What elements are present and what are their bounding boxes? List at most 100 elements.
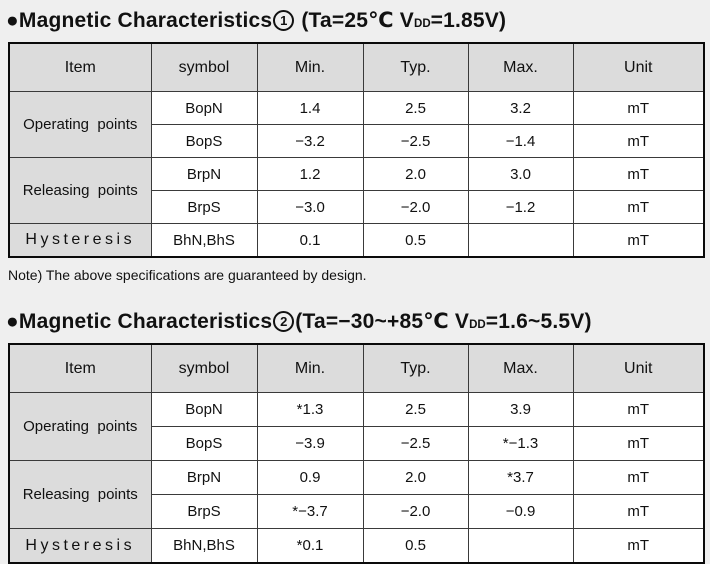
item-label-cell: Operating points: [8, 91, 152, 158]
max-cell: 3.0: [467, 157, 574, 191]
header-item: Item: [8, 42, 152, 92]
header-min: Min.: [256, 42, 364, 92]
min-cell: −3.0: [256, 190, 364, 224]
header-unit: Unit: [572, 42, 705, 92]
table-row: Operating points BopN 1.4 2.5 3.2 mT: [8, 91, 705, 158]
unit-cell: mT: [572, 528, 705, 564]
table-row: Releasing points BrpN 1.2 2.0 3.0 mT: [8, 157, 705, 224]
max-cell: *−1.3: [467, 426, 574, 461]
min-cell: 1.2: [256, 157, 364, 191]
typ-cell: −2.0: [362, 190, 469, 224]
typ-cell: 0.5: [362, 528, 469, 564]
table2-header: Item symbol Min. Typ. Max. Unit: [8, 343, 705, 393]
circled-number-icon: 1: [273, 10, 295, 31]
table-row: Operating points BopN *1.3 2.5 3.9 mT: [8, 392, 705, 461]
max-cell: 3.9: [467, 392, 574, 427]
symbol-cell: BhN,BhS: [150, 223, 258, 258]
circled-number-icon: 2: [273, 311, 295, 332]
section2-title: ●Magnetic Characteristics 2 (Ta=−30~+85℃ V…: [6, 309, 703, 334]
typ-cell: −2.5: [362, 124, 469, 158]
vdd-subscript: DD: [413, 18, 431, 30]
symbol-cell: BrpS: [150, 494, 258, 529]
vdd-label: V: [454, 310, 470, 333]
magnetic-characteristics-table-2: Item symbol Min. Typ. Max. Unit Operatin…: [8, 343, 705, 564]
symbol-cell: BrpN: [150, 460, 258, 495]
symbol-cell: BrpS: [150, 190, 258, 224]
table-row: BrpS *−3.7 −2.0 −0.9 mT: [9, 494, 705, 529]
max-cell: 3.2: [467, 91, 574, 125]
section2-title-text: Magnetic Characteristics: [18, 310, 273, 333]
bullet-icon: ●: [6, 310, 19, 333]
section2-condition-post: =1.6~5.5V): [485, 310, 592, 333]
header-typ: Typ.: [362, 42, 469, 92]
header-row: Item symbol Min. Typ. Max. Unit: [8, 42, 705, 92]
unit-cell: mT: [572, 157, 705, 191]
section1-condition-pre: (Ta=25℃: [295, 9, 400, 32]
table-row: Releasing points BrpN 0.9 2.0 *3.7 mT: [8, 460, 705, 529]
header-symbol: symbol: [150, 42, 258, 92]
table-row: BopS −3.9 −2.5 *−1.3 mT: [9, 426, 705, 461]
max-cell: −0.9: [467, 494, 574, 529]
typ-cell: −2.5: [362, 426, 469, 461]
unit-cell: mT: [572, 223, 705, 258]
typ-cell: 2.0: [362, 157, 469, 191]
header-max: Max.: [467, 42, 574, 92]
table-body-1: Operating points BopN 1.4 2.5 3.2 mT BopS −3.2−…: [8, 91, 705, 258]
item-label-cell: Hysteresis: [8, 223, 152, 258]
min-cell: *0.1: [256, 528, 364, 564]
unit-cell: mT: [572, 124, 705, 158]
unit-cell: mT: [572, 392, 705, 427]
min-cell: 0.1: [256, 223, 364, 258]
section-2: ●Magnetic Characteristics 2 (Ta=−30~+85℃ V…: [6, 309, 705, 564]
bullet-icon: ●: [6, 9, 19, 32]
header-row: Item symbol Min. Typ. Max. Unit: [8, 343, 705, 393]
item-label-cell: Hysteresis: [8, 528, 152, 564]
max-cell: −1.4: [467, 124, 574, 158]
typ-cell: 2.0: [362, 460, 469, 495]
table-body-2: Operating points BopN *1.3 2.5 3.9 mT BopS −3.9…: [8, 392, 705, 564]
header-item: Item: [8, 343, 152, 393]
section-1: ●Magnetic Characteristics 1 (Ta=25℃ VDD=1…: [6, 8, 705, 283]
item-label-cell: Operating points: [8, 392, 152, 461]
section1-condition-post: =1.85V): [430, 9, 507, 32]
unit-cell: mT: [572, 426, 705, 461]
magnetic-characteristics-table-1: Item symbol Min. Typ. Max. Unit Operatin…: [8, 42, 705, 258]
max-cell: [467, 223, 574, 258]
header-typ: Typ.: [362, 343, 469, 393]
symbol-cell: BrpN: [150, 157, 258, 191]
table-row: BrpS −3.0 −2.0 −1.2 mT: [9, 190, 705, 224]
unit-cell: mT: [572, 460, 705, 495]
symbol-cell: BhN,BhS: [150, 528, 258, 564]
section2-condition-pre: (Ta=−30~+85℃: [295, 310, 455, 333]
table-row: Hysteresis BhN,BhS *0.1 0.5 mT: [8, 528, 705, 564]
item-label-cell: Releasing points: [8, 157, 152, 224]
header-max: Max.: [467, 343, 574, 393]
header-min: Min.: [256, 343, 364, 393]
typ-cell: 2.5: [362, 392, 469, 427]
unit-cell: mT: [572, 91, 705, 125]
note-text: Note) The above specifications are guara…: [8, 267, 367, 283]
table-row: Hysteresis BhN,BhS 0.1 0.5 mT: [8, 223, 705, 258]
header-symbol: symbol: [150, 343, 258, 393]
symbol-cell: BopN: [150, 392, 258, 427]
typ-cell: 0.5: [362, 223, 469, 258]
max-cell: *3.7: [467, 460, 574, 495]
vdd-label: V: [399, 9, 414, 32]
typ-cell: −2.0: [362, 494, 469, 529]
min-cell: 1.4: [256, 91, 364, 125]
min-cell: 0.9: [256, 460, 364, 495]
symbol-cell: BopS: [150, 124, 258, 158]
unit-cell: mT: [572, 190, 705, 224]
section1-title: ●Magnetic Characteristics 1 (Ta=25℃ VDD=1…: [6, 8, 703, 33]
symbol-cell: BopS: [150, 426, 258, 461]
section1-title-text: Magnetic Characteristics: [18, 9, 273, 32]
max-cell: −1.2: [467, 190, 574, 224]
vdd-subscript: DD: [469, 319, 486, 331]
min-cell: −3.2: [256, 124, 364, 158]
min-cell: −3.9: [256, 426, 364, 461]
symbol-cell: BopN: [150, 91, 258, 125]
min-cell: *−3.7: [256, 494, 364, 529]
min-cell: *1.3: [256, 392, 364, 427]
header-unit: Unit: [572, 343, 705, 393]
